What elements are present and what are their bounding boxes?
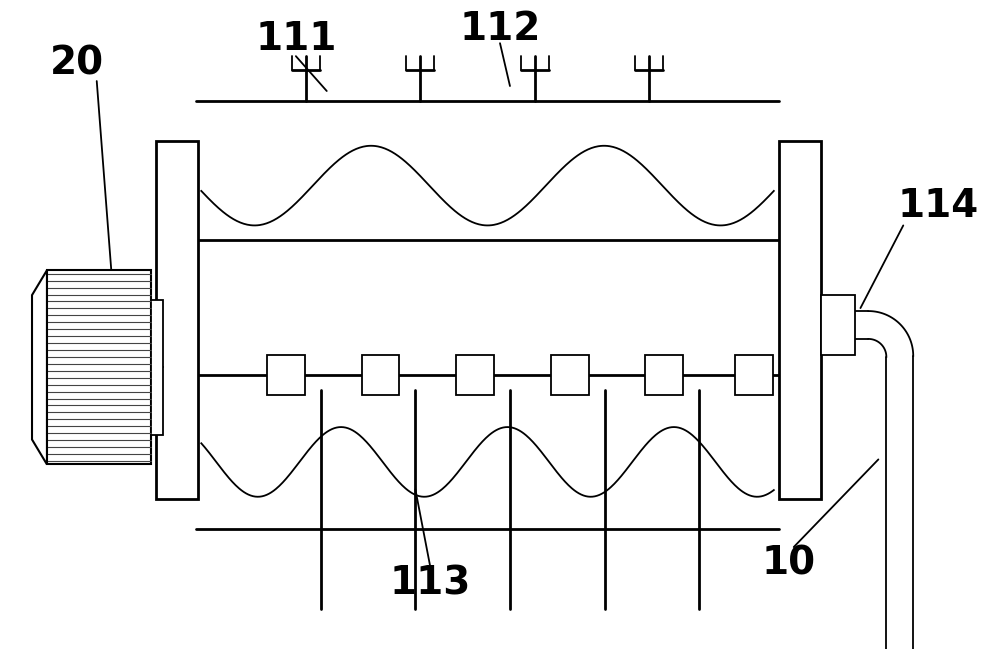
Text: 114: 114 — [897, 187, 979, 224]
Bar — [267, 355, 305, 395]
Bar — [821, 295, 855, 355]
Bar — [779, 141, 821, 499]
Text: 20: 20 — [50, 44, 104, 82]
Polygon shape — [32, 270, 47, 464]
Bar — [645, 355, 683, 395]
Bar — [156, 141, 198, 499]
Bar — [456, 355, 494, 395]
Text: 113: 113 — [390, 565, 471, 603]
Text: 10: 10 — [762, 545, 816, 583]
Bar — [47, 270, 151, 464]
Bar — [551, 355, 589, 395]
Bar — [151, 300, 163, 435]
Text: 111: 111 — [255, 20, 337, 58]
Bar — [362, 355, 399, 395]
Text: 112: 112 — [459, 10, 541, 48]
Bar — [735, 355, 773, 395]
